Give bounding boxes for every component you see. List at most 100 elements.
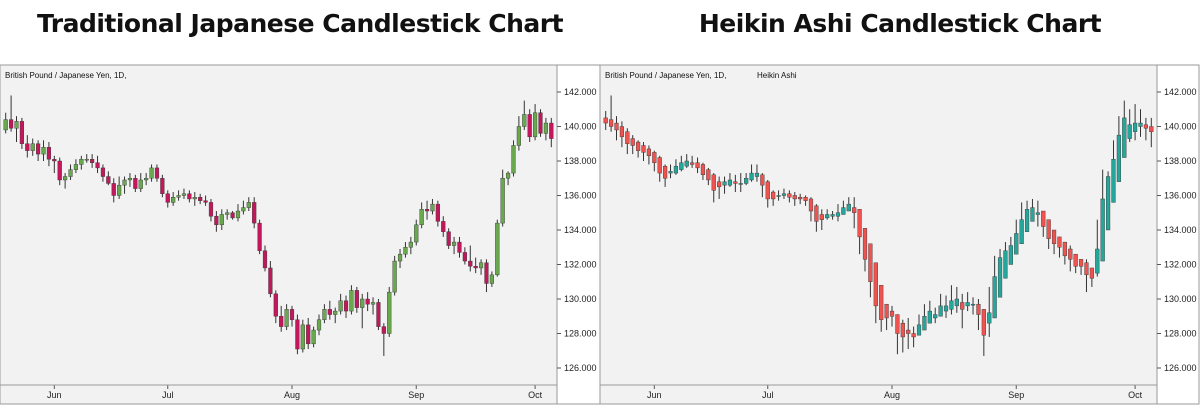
heikin-ashi-candle-body — [1041, 210, 1046, 227]
heikin-ashi-x-tick-label: Aug — [884, 390, 900, 400]
traditional-candle-body — [354, 290, 359, 308]
traditional-candle-body — [430, 203, 435, 212]
heikin-ashi-candle-body — [938, 305, 943, 317]
traditional-candle-body — [14, 121, 19, 129]
heikin-ashi-y-tick-label: 126.000 — [1164, 363, 1197, 373]
heikin-ashi-candle-body — [744, 178, 749, 184]
traditional-x-tick-label: Jun — [47, 390, 62, 400]
traditional-candle-body — [127, 178, 133, 181]
traditional-candle-body — [79, 159, 84, 165]
traditional-candle-body — [500, 178, 505, 224]
heikin-ashi-candle-body — [1143, 124, 1148, 129]
traditional-y-ticks: 142.000 140.000 138.000 136.000 134.000 132.0… — [557, 87, 597, 373]
heikin-ashi-candle-body — [636, 141, 641, 151]
heikin-ashi-candle-body — [922, 316, 927, 331]
heikin-ashi-candle-body — [803, 197, 808, 201]
heikin-ashi-candle-body — [992, 276, 997, 319]
traditional-candle-body — [381, 326, 386, 334]
traditional-candle-body — [327, 309, 332, 315]
traditional-candle-body — [187, 193, 192, 200]
traditional-candle-body — [533, 112, 538, 138]
heikin-ashi-candle-body — [673, 165, 679, 174]
traditional-candle-body — [84, 159, 89, 161]
traditional-candle-body — [522, 114, 527, 127]
heikin-ashi-x-tick-label: Jul — [762, 390, 774, 400]
heikin-ashi-candle-body — [808, 198, 814, 212]
heikin-ashi-candle-body — [949, 300, 954, 310]
traditional-x-tick-label: Jul — [162, 390, 174, 400]
heikin-ashi-candle-body — [1111, 159, 1116, 203]
traditional-candle-body — [343, 300, 349, 312]
heikin-ashi-style-label: Heikin Ashi — [757, 71, 797, 80]
heikin-ashi-candle-body — [657, 157, 662, 174]
heikin-ashi-candle-body — [1084, 262, 1089, 276]
traditional-candle-body — [25, 143, 30, 151]
heikin-ashi-y-tick-label: 134.000 — [1164, 225, 1197, 235]
heikin-ashi-candle-body — [1046, 219, 1051, 239]
traditional-candle-body — [316, 319, 322, 331]
traditional-candle-body — [36, 143, 41, 155]
heikin-ashi-candle-body — [1019, 219, 1024, 244]
traditional-candle-body — [57, 160, 62, 181]
heikin-ashi-candle-body — [630, 138, 635, 146]
traditional-candle-body — [408, 241, 413, 248]
traditional-candle-body — [160, 178, 165, 194]
traditional-candle-body — [235, 210, 241, 219]
heikin-ashi-candle-body — [684, 160, 689, 167]
heikin-ashi-candle-body — [884, 303, 889, 319]
traditional-candle-body — [133, 178, 138, 189]
heikin-ashi-candle-body — [960, 302, 965, 310]
heikin-ashi-candle-body — [663, 165, 668, 179]
heikin-ashi-y-tick-label: 142.000 — [1164, 87, 1197, 97]
traditional-candle-body — [527, 114, 532, 138]
traditional-candle-body — [289, 309, 295, 320]
traditional-y-tick-label: 130.000 — [564, 294, 597, 304]
heikin-ashi-candle-body — [1003, 250, 1008, 279]
heikin-ashi-candle-body — [1030, 207, 1035, 222]
heikin-ashi-candle-body — [749, 172, 754, 181]
heikin-ashi-candle-body — [771, 191, 776, 200]
traditional-candle-body — [306, 324, 311, 345]
heikin-ashi-y-tick-label: 136.000 — [1164, 191, 1197, 201]
traditional-candle-body — [333, 310, 338, 315]
heikin-ashi-chart-panel: British Pound / Japanese Yen, 1D, Heikin… — [599, 64, 1200, 405]
traditional-y-tick-label: 126.000 — [564, 363, 597, 373]
traditional-y-tick-label: 128.000 — [564, 329, 597, 339]
traditional-candle-body — [279, 316, 284, 327]
heikin-ashi-candle-body — [830, 214, 835, 217]
heikin-ashi-candle-body — [1024, 209, 1030, 232]
heikin-ashi-candle-body — [954, 298, 959, 307]
heikin-ashi-y-ticks: 142.000 140.000 138.000 136.000 134.000 132.0… — [1157, 87, 1197, 373]
traditional-candle-body — [511, 145, 516, 174]
traditional-candle-body — [273, 293, 278, 317]
heikin-ashi-candle-body — [603, 117, 608, 124]
traditional-y-tick-label: 132.000 — [564, 260, 597, 270]
heikin-ashi-candle-body — [798, 197, 803, 200]
traditional-candle-body — [149, 167, 154, 179]
traditional-candles — [3, 95, 554, 356]
heikin-ashi-candle-body — [987, 312, 992, 324]
heikin-ashi-candle-body — [862, 228, 868, 260]
heikin-ashi-candle-body — [1062, 241, 1067, 257]
traditional-candle-body — [300, 324, 305, 350]
heikin-ashi-candle-body — [1008, 245, 1013, 265]
heikin-ashi-candle-body — [981, 309, 986, 336]
traditional-plot-area — [0, 64, 558, 405]
heikin-ashi-candle-body — [695, 162, 700, 169]
traditional-y-tick-label: 142.000 — [564, 87, 597, 97]
heikin-ashi-candle-body — [814, 205, 819, 222]
heikin-ashi-candle-body — [706, 169, 711, 181]
traditional-candle-body — [360, 298, 365, 308]
traditional-candle-body — [111, 183, 116, 196]
traditional-candle-body — [117, 184, 122, 196]
traditional-candle-body — [198, 197, 203, 201]
traditional-candle-body — [338, 300, 343, 312]
heikin-ashi-candle-body — [841, 207, 846, 215]
heikin-ashi-candle-body — [1100, 198, 1105, 262]
traditional-candle-body — [30, 143, 35, 151]
traditional-candle-body — [268, 267, 273, 295]
heikin-ashi-x-tick-label: Sep — [1008, 390, 1024, 400]
traditional-y-tick-label: 138.000 — [564, 156, 597, 166]
heikin-ashi-candles — [603, 95, 1154, 356]
